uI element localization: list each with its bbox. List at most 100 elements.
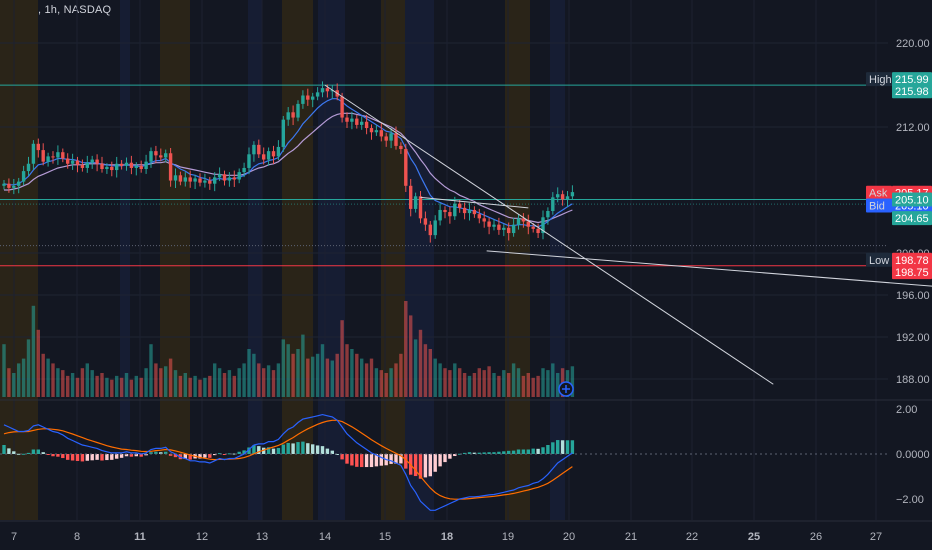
candle-1 bbox=[7, 178, 11, 193]
add-alert-icon[interactable] bbox=[558, 381, 574, 397]
price-tick-label-5: 188.00 bbox=[896, 374, 930, 386]
candle-22 bbox=[110, 161, 114, 177]
macd-histogram-bar-58 bbox=[286, 442, 290, 454]
macd-histogram-bar-41 bbox=[203, 454, 207, 458]
candle-109 bbox=[536, 223, 540, 238]
volume-bar-111 bbox=[546, 370, 550, 397]
candle-72 bbox=[355, 114, 359, 129]
volume-bar-69 bbox=[340, 320, 344, 397]
time-tick-label-5: 14 bbox=[319, 531, 331, 543]
candle-15 bbox=[75, 156, 80, 173]
candle-25 bbox=[124, 157, 129, 171]
volume-bar-112 bbox=[551, 363, 555, 397]
volume-bar-27 bbox=[134, 375, 138, 397]
candle-29 bbox=[144, 154, 148, 174]
volume-bar-96 bbox=[472, 373, 477, 397]
volume-bar-106 bbox=[521, 375, 526, 397]
macd-histogram-bar-102 bbox=[502, 451, 506, 454]
volume-bar-40 bbox=[198, 379, 202, 397]
candle-73 bbox=[360, 116, 364, 130]
candle-96 bbox=[472, 206, 477, 218]
candle-14 bbox=[70, 153, 75, 170]
volume-bar-31 bbox=[154, 363, 158, 397]
candle-38 bbox=[188, 170, 192, 188]
trendline-2[interactable] bbox=[420, 196, 529, 209]
candle-55 bbox=[271, 145, 276, 164]
volume-bar-17 bbox=[85, 363, 89, 397]
macd-histogram-bar-35 bbox=[173, 454, 178, 458]
macd-histogram-bar-36 bbox=[178, 454, 183, 460]
volume-bar-28 bbox=[139, 377, 143, 397]
volume-bar-34 bbox=[168, 358, 173, 397]
macd-histogram-bar-92 bbox=[453, 454, 457, 457]
macd-tick-label-1: 0.0000 bbox=[896, 449, 930, 461]
volume-bar-21 bbox=[105, 377, 109, 397]
macd-histogram-bar-85 bbox=[418, 454, 423, 479]
candle-0 bbox=[2, 180, 6, 190]
macd-histogram-bar-87 bbox=[428, 454, 432, 477]
time-tick-label-12: 25 bbox=[748, 531, 760, 543]
price-tag-1: 215.98 bbox=[892, 84, 932, 99]
macd-histogram-bar-86 bbox=[423, 454, 428, 478]
trendline-1[interactable] bbox=[486, 250, 932, 289]
candle-116 bbox=[570, 185, 575, 200]
volume-bar-39 bbox=[193, 375, 197, 397]
macd-histogram-bar-38 bbox=[188, 454, 192, 460]
macd-histogram-bar-101 bbox=[497, 451, 501, 454]
candle-4 bbox=[21, 165, 26, 186]
macd-histogram-bar-103 bbox=[507, 450, 511, 454]
volume-bar-24 bbox=[119, 377, 124, 397]
macd-histogram-bar-94 bbox=[462, 452, 467, 454]
volume-bar-47 bbox=[232, 375, 236, 397]
candle-105 bbox=[516, 214, 521, 230]
volume-bar-86 bbox=[423, 344, 428, 397]
volume-bar-25 bbox=[124, 373, 129, 397]
volume-bar-0 bbox=[2, 344, 6, 397]
time-tick-label-2: 11 bbox=[134, 531, 146, 543]
macd-histogram-bar-106 bbox=[521, 449, 526, 454]
volume-bar-20 bbox=[100, 373, 104, 397]
macd-tick-label-0: 2.00 bbox=[896, 404, 917, 416]
volume-bar-85 bbox=[418, 329, 423, 397]
volume-bar-100 bbox=[492, 373, 496, 397]
volume-bar-42 bbox=[208, 375, 212, 397]
macd-signal-line bbox=[3, 419, 573, 500]
volume-bar-94 bbox=[462, 373, 467, 397]
volume-bar-110 bbox=[541, 368, 545, 397]
macd-histogram-bar-48 bbox=[237, 451, 241, 454]
trendline-0[interactable] bbox=[324, 84, 774, 385]
macd-histogram-bar-84 bbox=[413, 454, 418, 477]
macd-histogram-bar-49 bbox=[242, 450, 246, 454]
macd-histogram-bar-79 bbox=[389, 454, 393, 464]
volume-bar-95 bbox=[467, 375, 472, 397]
macd-histogram-bar-54 bbox=[266, 447, 271, 454]
macd-histogram-bar-19 bbox=[95, 454, 99, 460]
candle-48 bbox=[237, 168, 241, 184]
volume-bar-15 bbox=[75, 377, 80, 397]
candle-53 bbox=[262, 147, 266, 165]
candle-83 bbox=[409, 178, 413, 217]
candle-35 bbox=[173, 168, 178, 189]
candle-44 bbox=[217, 167, 222, 182]
macd-histogram-bar-56 bbox=[276, 447, 281, 454]
macd-histogram-bar-2 bbox=[12, 451, 16, 454]
macd-histogram-bar-11 bbox=[56, 454, 60, 457]
price-tag-value-4: 205.10 bbox=[895, 194, 929, 206]
volume-bar-33 bbox=[164, 366, 168, 397]
volume-bar-77 bbox=[379, 370, 383, 397]
volume-bar-50 bbox=[247, 349, 251, 397]
macd-histogram-bar-74 bbox=[364, 454, 369, 468]
candle-111 bbox=[546, 207, 550, 225]
candle-60 bbox=[296, 100, 300, 122]
candle-100 bbox=[492, 219, 496, 231]
volume-bar-75 bbox=[369, 358, 374, 397]
candle-32 bbox=[159, 148, 163, 162]
candle-37 bbox=[183, 172, 187, 187]
macd-histogram-bar-42 bbox=[208, 454, 212, 458]
macd-histogram-bar-6 bbox=[31, 449, 36, 454]
price-tag-value-1: 215.98 bbox=[895, 86, 929, 98]
candle-16 bbox=[80, 159, 85, 172]
price-tag-value-7: 198.75 bbox=[895, 267, 929, 279]
volume-bar-8 bbox=[41, 353, 45, 397]
